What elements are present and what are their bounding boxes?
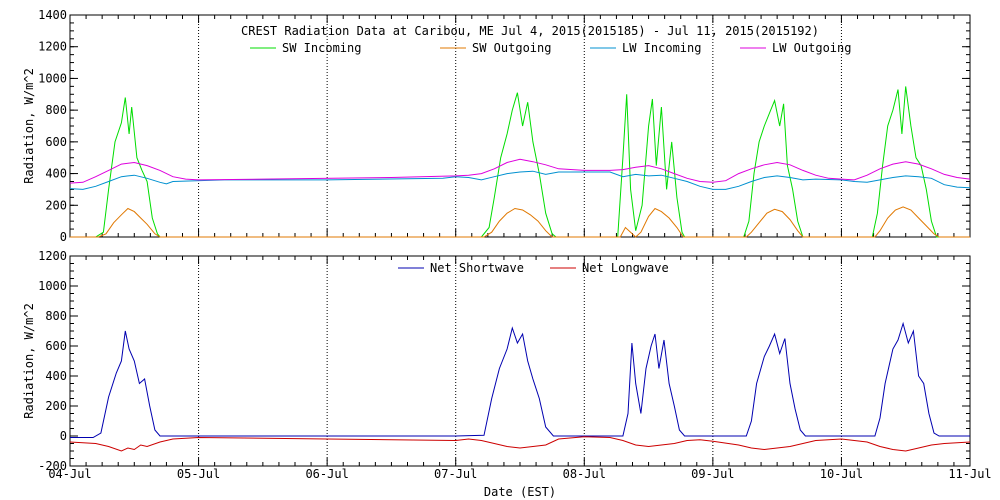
y-tick-label: 600 [45, 135, 67, 149]
x-axis-label: Date (EST) [484, 485, 556, 499]
legend-label: Net Shortwave [430, 261, 524, 275]
y-tick-label: 1400 [38, 8, 67, 22]
series-line [70, 86, 970, 238]
bottom-panel-frame [69, 255, 971, 467]
y-tick-label: 800 [45, 309, 67, 323]
y-tick-label: 0 [60, 429, 67, 443]
bottom-panel: Radiation, W/m^2 Date (EST) -200 0 200 400 6… [22, 249, 992, 499]
series-line [69, 170, 971, 190]
legend-label: SW Incoming [282, 41, 361, 55]
series-line [69, 158, 971, 184]
series-line [69, 436, 971, 452]
top-panel-y-label: Radiation, W/m^2 [22, 68, 36, 184]
y-tick-label: 1000 [38, 71, 67, 85]
y-tick-label: 1000 [38, 279, 67, 293]
x-tick-label: 09-Jul [691, 467, 734, 481]
y-tick-label: 0 [60, 230, 67, 244]
legend-label: SW Outgoing [472, 41, 551, 55]
y-tick-label: 1200 [38, 249, 67, 263]
y-tick-label: 400 [45, 167, 67, 181]
y-tick-label: 800 [45, 103, 67, 117]
legend-label: LW Incoming [622, 41, 701, 55]
x-tick-label: 07-Jul [434, 467, 477, 481]
bottom-panel-y-label: Radiation, W/m^2 [22, 303, 36, 419]
x-tick-label: 08-Jul [563, 467, 606, 481]
legend-label: LW Outgoing [772, 41, 851, 55]
y-tick-label: 400 [45, 369, 67, 383]
y-tick-label: 200 [45, 399, 67, 413]
x-tick-label: 04-Jul [48, 467, 91, 481]
x-tick-label: 11-Jul [948, 467, 991, 481]
x-tick-label: 10-Jul [820, 467, 863, 481]
y-tick-label: 200 [45, 198, 67, 212]
chart-title: CREST Radiation Data at Caribou, ME Jul … [241, 24, 819, 38]
y-tick-label: 600 [45, 339, 67, 353]
x-tick-label: 06-Jul [305, 467, 348, 481]
y-tick-label: 1200 [38, 40, 67, 54]
series-line [70, 206, 970, 238]
top-panel: CREST Radiation Data at Caribou, ME Jul … [22, 8, 971, 244]
x-tick-label: 05-Jul [177, 467, 220, 481]
series-line [70, 321, 970, 438]
y-tick-label: -200 [38, 459, 67, 473]
legend-label: Net Longwave [582, 261, 669, 275]
